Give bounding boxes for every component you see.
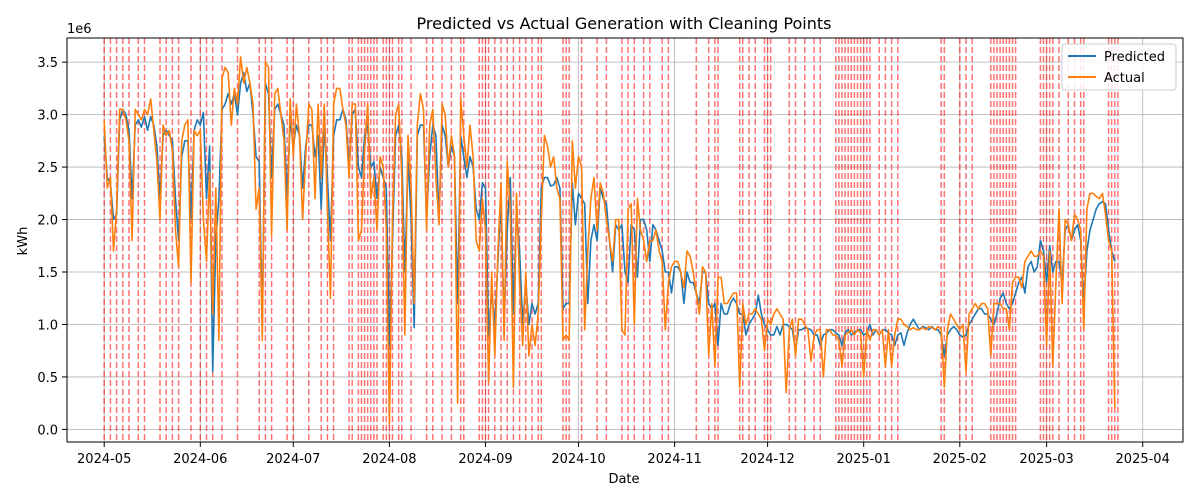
- tick-layer: 2024-05 2024-06 2024-07 2024-08 2024-09 2024-…: [37, 56, 1170, 467]
- series-layer: [103, 56, 1116, 425]
- x-tick-label: 2025-03: [1019, 452, 1073, 467]
- series-line-actual: [103, 56, 1116, 425]
- y-tick-label: 3.0: [37, 109, 58, 124]
- x-axis-label: Date: [608, 472, 639, 487]
- y-tick-label: 2.5: [37, 161, 58, 176]
- x-tick-label: 2025-04: [1116, 452, 1170, 467]
- x-tick-label: 2024-11: [647, 452, 701, 467]
- x-tick-label: 2024-07: [266, 452, 320, 467]
- x-tick-label: 2024-05: [77, 452, 131, 467]
- y-axis-label: kWh: [16, 227, 31, 256]
- y-offset-text: 1e6: [67, 22, 92, 37]
- y-tick-label: 1.0: [37, 318, 58, 333]
- x-tick-label: 2025-01: [837, 452, 891, 467]
- x-tick-label: 2024-08: [362, 452, 416, 467]
- y-tick-label: 3.5: [37, 56, 58, 71]
- y-tick-label: 0.0: [37, 423, 58, 438]
- y-tick-label: 0.5: [37, 371, 58, 386]
- y-tick-label: 1.5: [37, 266, 58, 281]
- y-tick-label: 2.0: [37, 214, 58, 229]
- x-tick-label: 2024-12: [740, 452, 794, 467]
- x-tick-label: 2025-02: [933, 452, 987, 467]
- x-tick-label: 2024-06: [173, 452, 227, 467]
- legend-label-actual: Actual: [1104, 71, 1145, 86]
- x-tick-label: 2024-09: [458, 452, 512, 467]
- axes-frame: [66, 37, 1184, 443]
- legend-label-predicted: Predicted: [1104, 50, 1165, 65]
- x-tick-label: 2024-10: [551, 452, 605, 467]
- chart-title: Predicted vs Actual Generation with Clea…: [417, 14, 832, 33]
- legend: Predicted Actual: [1061, 43, 1177, 91]
